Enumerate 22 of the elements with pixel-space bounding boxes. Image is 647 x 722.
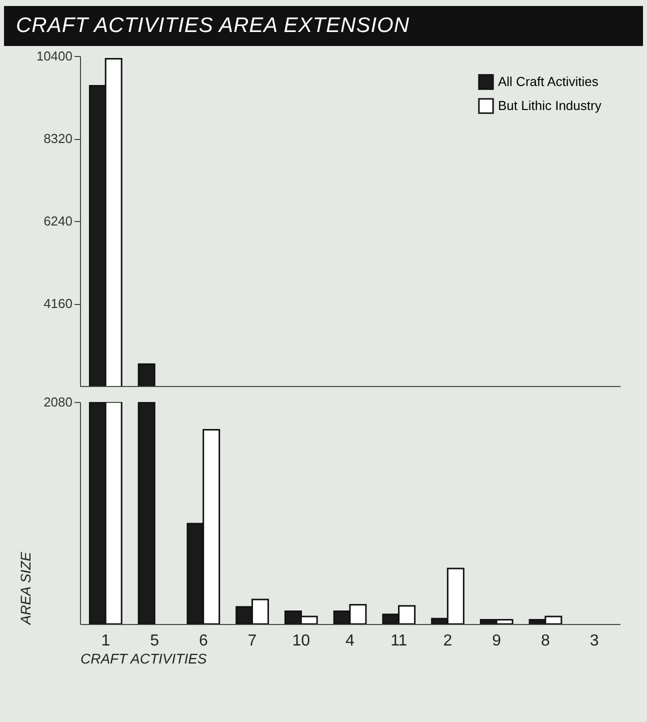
x-tick-label: 1 (101, 632, 110, 650)
legend-label: All Craft Activities (498, 74, 599, 89)
y-tick-label: 8320 (44, 131, 72, 146)
x-tick-label: 11 (390, 632, 408, 650)
y-tick-label: 6240 (44, 214, 72, 228)
x-tick-label: 2 (443, 632, 452, 650)
x-tick-label: 5 (150, 632, 160, 650)
y-tick-label: 10400 (36, 48, 72, 64)
legend-label: But Lithic Industry (498, 98, 602, 113)
x-tick-label: 10 (292, 632, 310, 650)
x-tick-label: 3 (590, 632, 599, 650)
x-tick-label: 4 (346, 632, 355, 650)
y-tick-label: 4160 (44, 296, 72, 311)
x-tick-label: 6 (198, 632, 208, 650)
x-tick-label: 7 (248, 632, 257, 650)
x-axis-title: CRAFT ACTIVITIES (80, 650, 208, 666)
x-tick-label: 9 (492, 632, 502, 650)
bar (138, 402, 156, 624)
y-tick-label: 2080 (44, 394, 72, 410)
x-tick-label: 8 (541, 632, 550, 650)
chart-title: CRAFT ACTIVITIES AREA EXTENSION (4, 6, 643, 46)
y-axis-title: AREA SIZE (18, 551, 34, 626)
